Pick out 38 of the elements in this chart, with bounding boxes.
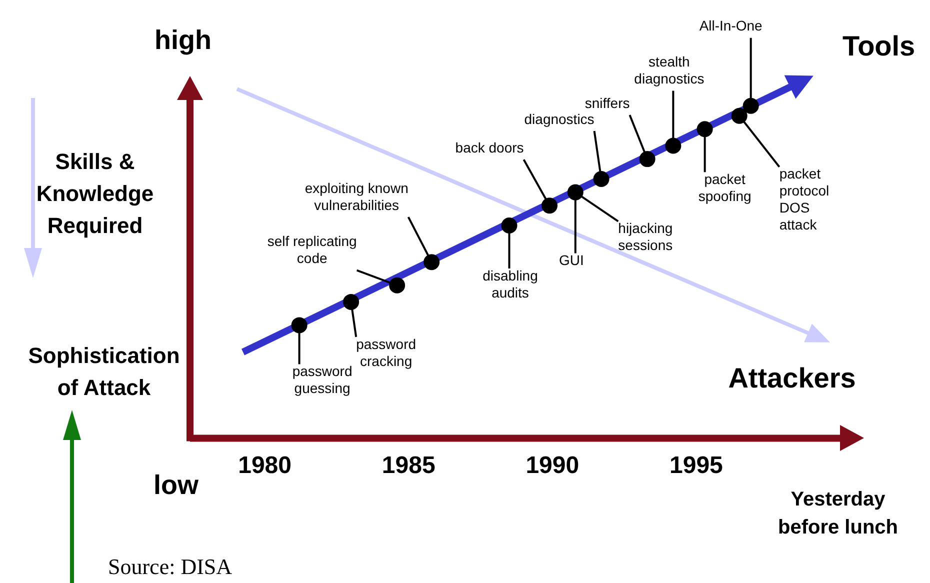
point [291,317,308,334]
point [501,218,518,234]
point [593,170,610,187]
annotation: stealth diagnostics [634,54,704,87]
annotation: diagnostics [524,110,594,127]
point [731,108,748,124]
annotation: back doors [455,139,524,156]
point [639,151,656,168]
point [742,98,759,114]
text: high [154,24,212,55]
point [343,294,360,310]
annotation: GUI [558,252,584,268]
text: Tools [842,30,916,62]
x-tick-label: 1990 [526,452,580,480]
x-tick-label: 1985 [382,452,436,480]
text: Skills & Knowledge Required [36,149,154,238]
x-tick-label: 1995 [670,452,723,480]
annotation: self replicating code [267,233,357,266]
annotation: exploiting known vulnerabilities [304,180,408,213]
point [542,198,558,214]
x-axis-title: Yesterday before lunch [778,488,898,539]
annotation: disabling audits [482,267,538,300]
point [696,121,713,138]
annotation: password cracking [356,336,416,369]
text: low [154,470,200,500]
y-axis-title: Sophistication of Attack [28,343,180,400]
x-tick-label: 1980 [238,452,292,480]
point [665,138,682,154]
point [389,277,406,294]
source-note: Source: DISA [108,554,232,579]
point [424,254,440,270]
annotation: All-In-One [699,18,763,34]
annotation: hijacking sessions [618,220,673,254]
annotation: Attackers [728,362,856,394]
annotation: password guessing [292,363,352,396]
annotation: packet protocol DOS attack [779,166,830,233]
annotation: packet spoofing [698,171,752,204]
annotation: sniffers [584,94,630,111]
